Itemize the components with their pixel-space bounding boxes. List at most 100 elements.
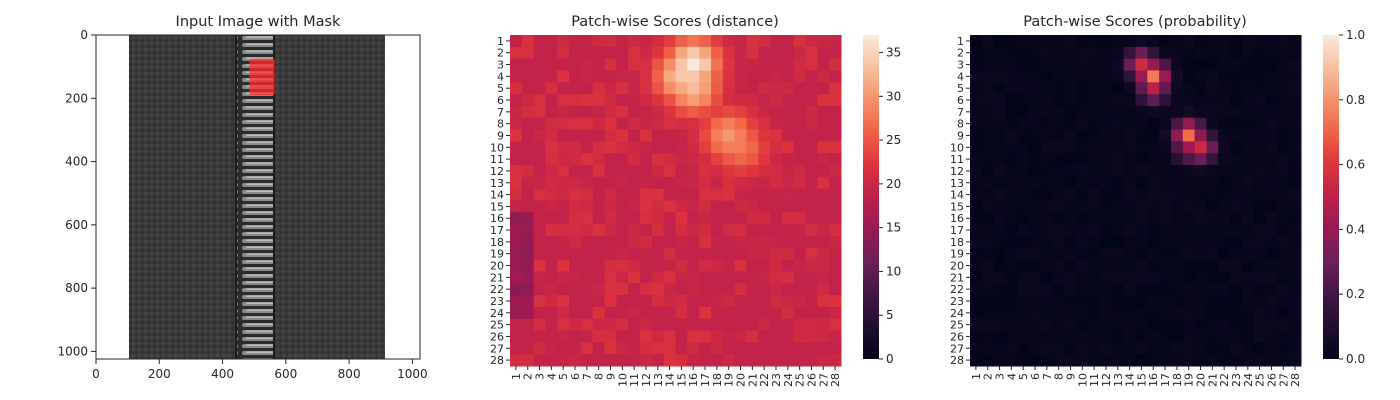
heatmap-cell	[592, 176, 606, 190]
heatmap-cell	[521, 235, 535, 249]
heatmap-cell	[722, 129, 736, 142]
heatmap-cell	[1100, 330, 1113, 343]
heatmap-cell	[1218, 200, 1231, 213]
heatmap-cell	[1040, 342, 1054, 355]
heatmap-cell	[557, 188, 570, 201]
x-tick-label: 4	[1005, 373, 1018, 380]
heatmap-cell	[1123, 212, 1136, 225]
heatmap-cell	[510, 200, 523, 213]
heatmap-cell	[1123, 224, 1136, 237]
heatmap-cell	[1052, 176, 1066, 190]
heatmap-cell	[1052, 235, 1066, 249]
heatmap-cell	[981, 318, 995, 332]
heatmap-cell	[1017, 224, 1030, 237]
heatmap-cell	[1088, 259, 1101, 272]
heatmap-cell	[1218, 330, 1231, 343]
heatmap-cell	[1265, 318, 1278, 332]
heatmap-cell	[1241, 46, 1255, 60]
y-tick-label: 10	[490, 141, 504, 154]
heatmap-cell	[569, 200, 582, 213]
colorbar-tick-label: 0.0	[1346, 352, 1365, 366]
heatmap-cell	[1253, 105, 1267, 119]
heatmap-cell	[1017, 105, 1030, 119]
heatmap-cell	[1064, 153, 1077, 166]
heatmap-cell	[1265, 188, 1278, 201]
heatmap-cell	[580, 35, 594, 48]
x-tick-label: 8	[1053, 373, 1066, 380]
heatmap-cell	[675, 94, 688, 107]
heatmap-cell	[604, 224, 617, 237]
heatmap-cell	[557, 212, 570, 225]
y-tick-label: 1	[957, 35, 964, 48]
heatmap-cell	[1123, 165, 1136, 178]
heatmap-cell	[510, 235, 523, 249]
heatmap-cell	[1277, 342, 1290, 355]
heatmap-cell	[1100, 188, 1113, 201]
heatmap-cell	[1147, 295, 1160, 308]
heatmap-cell	[1135, 247, 1148, 261]
heatmap-cell	[687, 295, 700, 308]
heatmap-cell	[628, 212, 641, 225]
x-tick-label: 9	[604, 373, 617, 380]
heatmap-cell	[710, 259, 724, 272]
heatmap-cell	[793, 330, 807, 343]
heatmap-cell	[521, 247, 535, 261]
heatmap-cell	[758, 105, 771, 119]
heatmap-cell	[770, 70, 783, 83]
heatmap-cell	[1289, 212, 1302, 225]
heatmap-cell	[1253, 94, 1267, 107]
heatmap-cell	[1159, 70, 1172, 83]
heatmap-cell	[533, 330, 546, 343]
heatmap-cell	[580, 165, 594, 178]
heatmap-cell	[993, 94, 1006, 107]
heatmap-cell	[1170, 271, 1184, 284]
heatmap-cell	[1206, 58, 1219, 71]
heatmap-cell	[1277, 70, 1290, 83]
heatmap-cell	[817, 141, 830, 154]
heatmap-cell	[663, 283, 676, 296]
heatmap-cell	[580, 129, 594, 142]
x-tick-label: 7	[1041, 373, 1054, 380]
distance-x-ticks: 1234567891011121314151617181920212223242…	[510, 366, 842, 387]
heatmap-cell	[734, 129, 747, 142]
heatmap-cell	[521, 58, 535, 71]
heatmap-cell	[781, 94, 795, 107]
heatmap-cell	[510, 318, 523, 332]
heatmap-cell	[1218, 70, 1231, 83]
heatmap-cell	[699, 354, 712, 367]
heatmap-cell	[651, 94, 665, 107]
heatmap-cell	[1194, 306, 1207, 320]
heatmap-cell	[793, 35, 807, 48]
heatmap-cell	[1100, 354, 1113, 367]
heatmap-cell	[746, 330, 759, 343]
heatmap-cell	[1017, 165, 1030, 178]
heatmap-cell	[1230, 188, 1243, 201]
heatmap-cell	[699, 94, 712, 107]
heatmap-cell	[1029, 176, 1042, 190]
x-tick-label: 5	[1017, 373, 1030, 380]
heatmap-cell	[1277, 224, 1290, 237]
heatmap-cell	[970, 247, 983, 261]
heatmap-cell	[734, 271, 747, 284]
heatmap-cell	[580, 70, 594, 83]
heatmap-cell	[993, 176, 1006, 190]
heatmap-cell	[710, 342, 724, 355]
y-tick-label: 16	[950, 212, 964, 225]
heatmap-cell	[651, 46, 665, 60]
heatmap-cell	[993, 141, 1006, 154]
heatmap-cell	[1100, 153, 1113, 166]
heatmap-cell	[1230, 82, 1243, 95]
heatmap-cell	[1253, 58, 1267, 71]
heatmap-cell	[758, 342, 771, 355]
heatmap-cell	[1088, 200, 1101, 213]
heatmap-cell	[616, 141, 629, 154]
heatmap-cell	[521, 200, 535, 213]
heatmap-cell	[1123, 200, 1136, 213]
heatmap-cell	[993, 70, 1006, 83]
heatmap-cell	[1218, 212, 1231, 225]
heatmap-cell	[687, 46, 700, 60]
heatmap-cell	[1123, 94, 1136, 107]
heatmap-cell	[663, 342, 676, 355]
heatmap-cell	[710, 354, 724, 367]
heatmap-cell	[1206, 212, 1219, 225]
